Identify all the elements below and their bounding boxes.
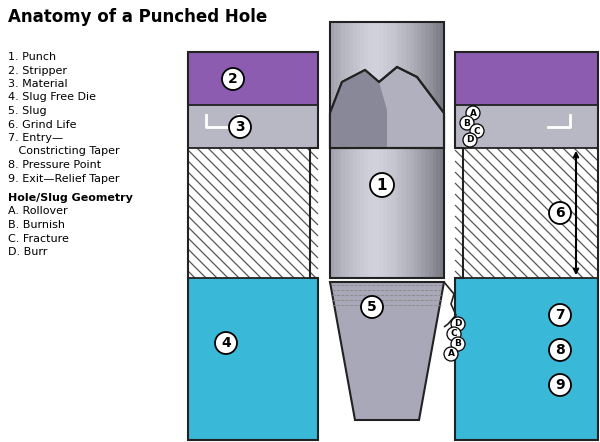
- Circle shape: [549, 374, 571, 396]
- Text: 3: 3: [235, 120, 245, 134]
- Bar: [402, 22, 406, 278]
- Text: A. Rollover: A. Rollover: [8, 206, 68, 217]
- Bar: [330, 22, 444, 278]
- Bar: [406, 22, 410, 278]
- Bar: [361, 22, 364, 278]
- Circle shape: [447, 327, 461, 341]
- Text: 4. Slug Free Die: 4. Slug Free Die: [8, 92, 96, 103]
- Bar: [372, 22, 376, 278]
- Bar: [455, 148, 598, 278]
- Bar: [398, 22, 402, 278]
- Bar: [330, 22, 334, 278]
- Circle shape: [451, 317, 465, 331]
- Bar: [440, 22, 444, 278]
- Text: Constricting Taper: Constricting Taper: [8, 146, 119, 156]
- Polygon shape: [330, 67, 444, 148]
- Bar: [421, 22, 425, 278]
- Polygon shape: [330, 70, 387, 148]
- Text: C: C: [451, 329, 457, 339]
- Text: 8. Pressure Point: 8. Pressure Point: [8, 160, 101, 170]
- Circle shape: [444, 347, 458, 361]
- Bar: [188, 105, 318, 148]
- Circle shape: [229, 116, 251, 138]
- Circle shape: [466, 106, 480, 120]
- Text: 6: 6: [555, 206, 565, 220]
- Bar: [345, 22, 349, 278]
- Text: 9. Exit—Relief Taper: 9. Exit—Relief Taper: [8, 174, 119, 183]
- Bar: [455, 105, 598, 148]
- Text: A: A: [448, 350, 455, 358]
- Bar: [455, 52, 598, 105]
- Text: A: A: [470, 108, 476, 118]
- Bar: [188, 148, 318, 278]
- Text: B: B: [455, 339, 461, 348]
- Text: 3. Material: 3. Material: [8, 79, 68, 89]
- Text: B: B: [464, 118, 470, 127]
- Bar: [455, 278, 598, 440]
- Circle shape: [222, 68, 244, 90]
- Circle shape: [470, 124, 484, 138]
- Text: D. Burr: D. Burr: [8, 247, 47, 257]
- Circle shape: [463, 133, 477, 147]
- Bar: [341, 22, 345, 278]
- Bar: [395, 22, 398, 278]
- Text: 9: 9: [555, 378, 565, 392]
- Bar: [376, 22, 379, 278]
- Circle shape: [549, 202, 571, 224]
- Circle shape: [361, 296, 383, 318]
- Text: C. Fracture: C. Fracture: [8, 233, 69, 244]
- Bar: [387, 22, 391, 278]
- Bar: [368, 22, 372, 278]
- Text: 5: 5: [367, 300, 377, 314]
- Bar: [356, 22, 361, 278]
- Circle shape: [215, 332, 237, 354]
- Bar: [436, 22, 440, 278]
- Text: C: C: [473, 126, 481, 136]
- Text: Anatomy of a Punched Hole: Anatomy of a Punched Hole: [8, 8, 267, 26]
- Bar: [433, 22, 436, 278]
- Text: 6. Grind Life: 6. Grind Life: [8, 119, 77, 130]
- Circle shape: [549, 339, 571, 361]
- Polygon shape: [330, 282, 444, 420]
- Bar: [188, 278, 318, 440]
- Text: Hole/Slug Geometry: Hole/Slug Geometry: [8, 193, 133, 203]
- Bar: [188, 52, 318, 105]
- Circle shape: [370, 173, 394, 197]
- Bar: [383, 22, 387, 278]
- Text: 8: 8: [555, 343, 565, 357]
- Text: D: D: [466, 136, 474, 145]
- Bar: [364, 22, 368, 278]
- Text: 1. Punch: 1. Punch: [8, 52, 56, 62]
- Text: 5. Slug: 5. Slug: [8, 106, 47, 116]
- Text: 4: 4: [221, 336, 231, 350]
- Text: 1: 1: [377, 178, 387, 193]
- Bar: [338, 22, 341, 278]
- Circle shape: [549, 304, 571, 326]
- Bar: [413, 22, 418, 278]
- Text: B. Burnish: B. Burnish: [8, 220, 65, 230]
- Bar: [334, 22, 338, 278]
- Bar: [425, 22, 429, 278]
- Bar: [353, 22, 356, 278]
- Bar: [391, 22, 395, 278]
- Text: 2: 2: [228, 72, 238, 86]
- Bar: [349, 22, 353, 278]
- Bar: [410, 22, 413, 278]
- Bar: [379, 22, 383, 278]
- Text: 7: 7: [555, 308, 565, 322]
- Text: D: D: [454, 320, 462, 328]
- Text: 7. Entry—: 7. Entry—: [8, 133, 63, 143]
- Circle shape: [460, 116, 474, 130]
- Circle shape: [451, 337, 465, 351]
- Bar: [429, 22, 433, 278]
- Text: 2. Stripper: 2. Stripper: [8, 65, 67, 76]
- Bar: [418, 22, 421, 278]
